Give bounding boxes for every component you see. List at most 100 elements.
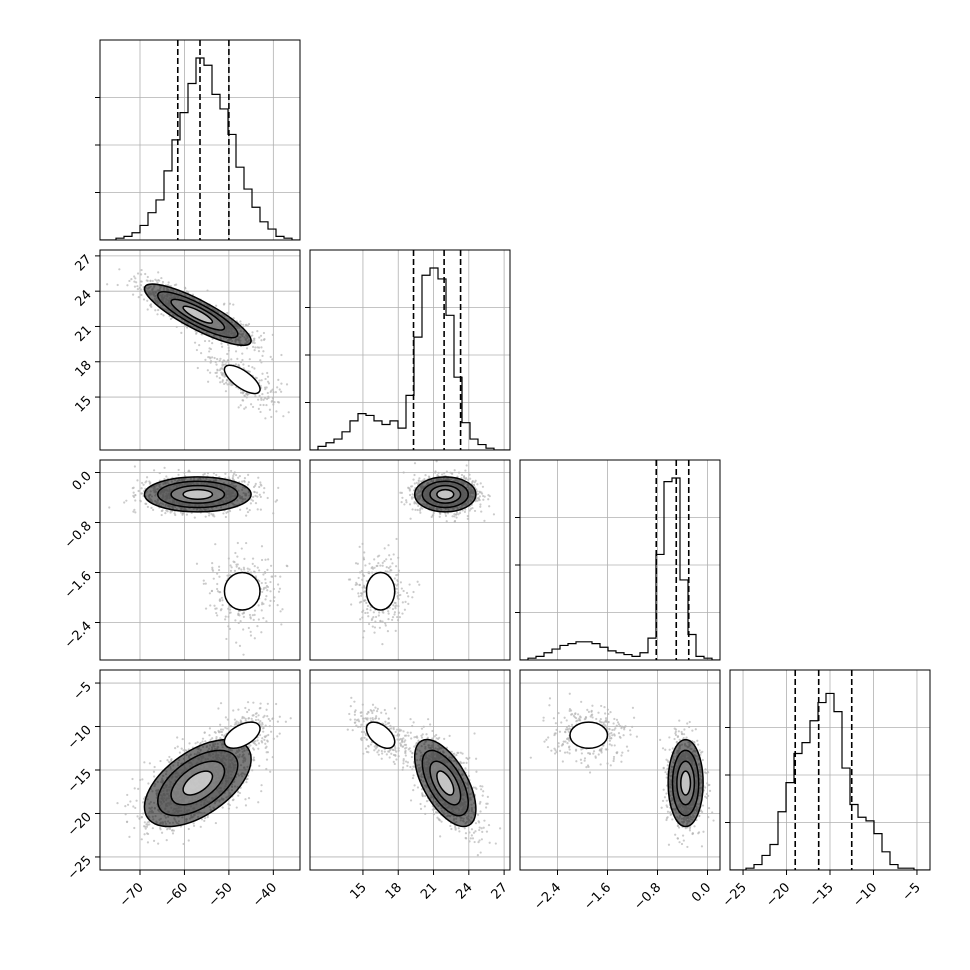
scatter-point bbox=[381, 564, 384, 567]
scatter-point bbox=[230, 384, 233, 387]
scatter-point bbox=[242, 367, 245, 370]
scatter-point bbox=[132, 491, 135, 494]
scatter-point bbox=[470, 482, 473, 485]
scatter-point bbox=[206, 289, 209, 292]
scatter-point bbox=[479, 505, 482, 508]
scatter-point bbox=[398, 616, 401, 619]
scatter-point bbox=[226, 574, 229, 577]
y-tick-label: 15 bbox=[73, 393, 95, 415]
y-tick-label: −0.8 bbox=[62, 519, 95, 552]
scatter-point bbox=[272, 403, 275, 406]
scatter-point bbox=[139, 284, 143, 287]
scatter-point bbox=[134, 493, 137, 497]
scatter-point bbox=[417, 504, 420, 507]
scatter-point bbox=[367, 615, 370, 618]
scatter-point bbox=[230, 358, 233, 361]
scatter-point bbox=[237, 621, 240, 625]
scatter-point bbox=[231, 476, 234, 479]
scatter-point bbox=[244, 717, 247, 720]
scatter-point bbox=[132, 805, 135, 808]
scatter-point bbox=[221, 345, 224, 348]
scatter-point bbox=[216, 368, 219, 371]
scatter-point bbox=[473, 509, 477, 513]
scatter-point bbox=[258, 336, 261, 339]
scatter-point bbox=[227, 349, 230, 352]
scatter-point bbox=[385, 558, 388, 561]
scatter-point bbox=[285, 383, 289, 386]
scatter-point bbox=[182, 842, 185, 846]
scatter-point bbox=[271, 333, 274, 336]
scatter-point bbox=[277, 378, 280, 382]
scatter-point bbox=[411, 485, 414, 488]
scatter-point bbox=[218, 591, 221, 594]
scatter-point bbox=[266, 496, 269, 500]
scatter-point bbox=[229, 564, 232, 567]
scatter-point bbox=[157, 271, 160, 274]
scatter-point bbox=[215, 611, 218, 615]
scatter-point bbox=[243, 480, 246, 483]
scatter-point bbox=[479, 482, 482, 485]
scatter-point bbox=[242, 628, 245, 631]
scatter-point bbox=[235, 641, 238, 644]
scatter-point bbox=[219, 357, 222, 360]
scatter-point bbox=[230, 469, 233, 473]
scatter-point bbox=[355, 583, 359, 586]
scatter-point bbox=[246, 570, 250, 573]
scatter-point bbox=[269, 355, 272, 358]
scatter-point bbox=[202, 579, 205, 582]
scatter-point bbox=[281, 608, 284, 611]
scatter-point bbox=[228, 302, 232, 305]
scatter-point bbox=[460, 473, 464, 477]
scatter-point bbox=[215, 363, 218, 366]
scatter-point bbox=[393, 611, 397, 614]
scatter-point bbox=[395, 587, 399, 590]
scatter-point bbox=[215, 304, 218, 307]
scatter-point bbox=[357, 592, 360, 595]
scatter-point bbox=[221, 374, 224, 377]
scatter-point bbox=[220, 596, 223, 599]
scatter-point bbox=[245, 323, 248, 326]
scatter-point bbox=[407, 486, 410, 489]
scatter-point bbox=[254, 494, 257, 497]
scatter-point bbox=[177, 468, 180, 472]
scatter-point bbox=[259, 508, 262, 511]
scatter-point bbox=[370, 571, 374, 574]
scatter-point bbox=[211, 737, 214, 740]
scatter-point bbox=[155, 279, 158, 282]
scatter-point bbox=[226, 311, 229, 315]
scatter-point bbox=[237, 364, 241, 367]
scatter-point bbox=[232, 303, 235, 306]
scatter-point bbox=[247, 473, 250, 476]
scatter-point bbox=[167, 281, 170, 284]
scatter-point bbox=[255, 491, 259, 494]
scatter-point bbox=[248, 358, 251, 361]
scatter-point bbox=[399, 581, 402, 584]
scatter-point bbox=[173, 283, 176, 287]
scatter-point bbox=[476, 490, 479, 493]
scatter-point bbox=[242, 363, 245, 366]
scatter-point bbox=[156, 313, 159, 316]
scatter-point bbox=[229, 611, 232, 614]
histogram-panel-2 bbox=[515, 459, 721, 661]
scatter-point bbox=[265, 584, 269, 588]
scatter-point bbox=[472, 484, 476, 487]
scatter-point bbox=[212, 513, 215, 516]
scatter-point bbox=[209, 347, 213, 351]
scatter-point bbox=[159, 759, 162, 763]
scatter-point bbox=[317, 607, 319, 609]
scatter-point bbox=[262, 403, 265, 407]
scatter-point bbox=[123, 501, 126, 504]
scatter-point bbox=[126, 803, 130, 806]
scatter-point bbox=[392, 553, 395, 556]
scatter-point bbox=[391, 562, 394, 565]
scatter-point bbox=[466, 478, 470, 481]
scatter-point bbox=[401, 612, 404, 615]
scatter-point bbox=[214, 361, 217, 364]
density-contour bbox=[182, 305, 214, 324]
scatter-point bbox=[386, 630, 390, 633]
scatter-point bbox=[239, 323, 243, 326]
scatter-point bbox=[225, 378, 229, 381]
scatter-point bbox=[254, 502, 258, 505]
scatter-point bbox=[280, 353, 283, 357]
scatter-point bbox=[130, 277, 133, 281]
